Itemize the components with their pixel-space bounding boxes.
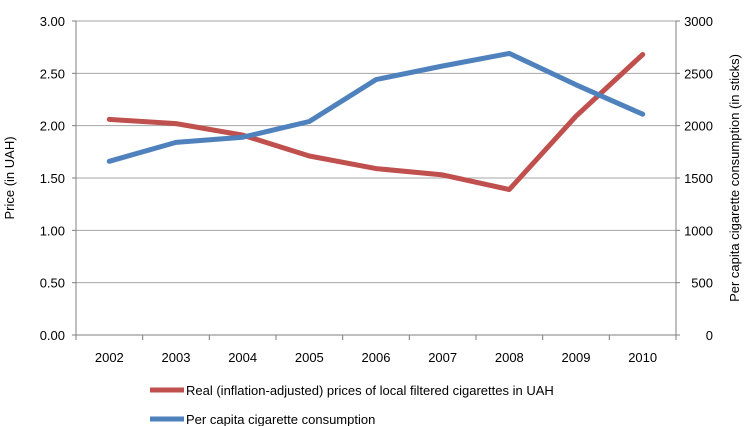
x-tick-label: 2003 xyxy=(162,350,191,365)
left-tick-label: 1.50 xyxy=(40,171,65,186)
right-axis-title: Per capita cigarette consumption (in sti… xyxy=(727,54,742,302)
right-tick-label: 1000 xyxy=(684,223,713,238)
left-axis-title: Price (in UAH) xyxy=(2,136,17,219)
legend-label-consumption: Per capita cigarette consumption xyxy=(186,412,375,426)
left-tick-label: 3.00 xyxy=(40,14,65,29)
gridlines xyxy=(76,20,676,284)
x-tick-label: 2008 xyxy=(495,350,524,365)
right-axis-ticks: 0 500 1000 1500 2000 2500 3000 xyxy=(676,14,713,343)
x-tick-label: 2006 xyxy=(362,350,391,365)
left-tick-label: 1.00 xyxy=(40,223,65,238)
x-tick-label: 2004 xyxy=(228,350,257,365)
legend-label-price: Real (inflation-adjusted) prices of loca… xyxy=(186,383,554,398)
x-tick-label: 2005 xyxy=(295,350,324,365)
x-tick-label: 2010 xyxy=(628,350,657,365)
x-tick-label: 2002 xyxy=(95,350,124,365)
left-tick-label: 0.00 xyxy=(40,328,65,343)
right-tick-label: 500 xyxy=(691,276,713,291)
right-tick-label: 3000 xyxy=(684,14,713,29)
right-tick-label: 2000 xyxy=(684,119,713,134)
series-lines xyxy=(106,50,646,192)
x-tick-label: 2007 xyxy=(428,350,457,365)
left-axis-ticks: 0.00 0.50 1.00 1.50 2.00 2.50 3.00 xyxy=(40,14,76,343)
consumption-series-line xyxy=(106,50,646,164)
left-tick-label: 2.50 xyxy=(40,66,65,81)
left-tick-label: 2.00 xyxy=(40,119,65,134)
right-tick-label: 0 xyxy=(706,328,713,343)
left-tick-label: 0.50 xyxy=(40,276,65,291)
price-series-line xyxy=(106,52,646,192)
right-tick-label: 1500 xyxy=(684,171,713,186)
right-tick-label: 2500 xyxy=(684,66,713,81)
legend: Real (inflation-adjusted) prices of loca… xyxy=(150,383,554,426)
x-axis-ticks: 2002 2003 2004 2005 2006 2007 2008 2009 2010 xyxy=(75,335,677,365)
x-tick-label: 2009 xyxy=(562,350,591,365)
